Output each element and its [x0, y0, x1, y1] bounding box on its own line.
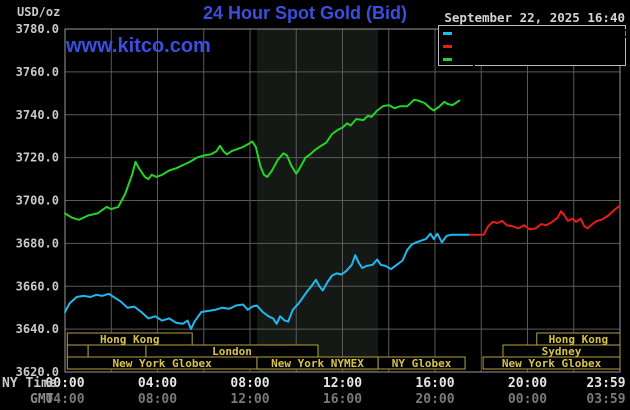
ny-time-tick: 04:00 [138, 376, 177, 391]
y-tick-label: 3740.0 [16, 108, 59, 122]
datetime-label: September 22, 2025 16:40 [444, 10, 625, 25]
legend-label: Sep 21 Sunday [457, 39, 555, 54]
session-label: Hong Kong [100, 333, 160, 346]
cyan-dash-icon [443, 32, 452, 35]
gmt-time-tick: 08:00 [138, 392, 177, 407]
y-tick-label: 3680.0 [16, 236, 59, 250]
series-line-sep-22-last [64, 98, 461, 221]
session-label: NY Globex [392, 357, 452, 370]
y-tick-label: 3700.0 [16, 194, 59, 208]
gmt-time-tick: 03:59 [586, 392, 625, 407]
session-label: London [212, 345, 252, 358]
ny-time-tick: 16:00 [415, 376, 454, 391]
session-label: Hong Kong [549, 333, 609, 346]
gmt-time-tick: 16:00 [323, 392, 362, 407]
series-line-sep-21-sunday [468, 204, 621, 236]
red-dash-icon [443, 45, 452, 48]
gmt-time-tick: 04:00 [45, 392, 84, 407]
session-label: New York Globex [112, 357, 212, 370]
y-tick-label: 3780.0 [16, 22, 59, 36]
ny-time-tick: 08:00 [230, 376, 269, 391]
session-label: New York Globex [502, 357, 602, 370]
kitco-watermark-link[interactable]: www.kitco.com [66, 35, 211, 57]
plot-border [64, 28, 621, 373]
legend-label: Sep 19 NY close 3684.00 [457, 26, 630, 41]
session-box [66, 344, 89, 358]
gmt-time-tick: 00:00 [508, 392, 547, 407]
legend: Sep 19 NY close 3684.00 Sep 21 Sunday Se… [438, 25, 630, 66]
session-label: Sydney [542, 345, 582, 358]
page-title: 24 Hour Spot Gold (Bid) [203, 3, 407, 23]
session-box [87, 344, 147, 358]
ny-time-tick: 23:59 [586, 376, 625, 391]
ny-time-caption: NY Time [2, 376, 57, 391]
series-line-sep-19-ny-close [64, 232, 471, 331]
gmt-caption: GMT [30, 392, 54, 407]
ny-time-tick: 20:00 [508, 376, 547, 391]
unit-label: USD/oz [17, 5, 61, 19]
session-box [377, 356, 466, 370]
y-tick-label: 3660.0 [16, 279, 59, 293]
green-dash-icon [443, 58, 452, 61]
y-tick-label: 3620.0 [16, 365, 59, 379]
ny-time-tick: 00:00 [45, 376, 84, 391]
y-tick-label: 3640.0 [16, 322, 59, 336]
legend-item-sep21: Sep 21 Sunday [442, 40, 625, 53]
session-label: New York NYMEX [271, 357, 364, 370]
ny-time-tick: 12:00 [323, 376, 362, 391]
gmt-time-tick: 20:00 [415, 392, 454, 407]
y-tick-label: 3760.0 [16, 65, 59, 79]
gmt-time-tick: 12:00 [230, 392, 269, 407]
legend-label: Sep 22 Last 3746.60 [457, 52, 600, 67]
legend-item-sep19: Sep 19 NY close 3684.00 [442, 27, 630, 40]
legend-item-sep22: Sep 22 Last 3746.60 [442, 53, 625, 66]
y-tick-label: 3720.0 [16, 151, 59, 165]
session-box [482, 356, 621, 370]
